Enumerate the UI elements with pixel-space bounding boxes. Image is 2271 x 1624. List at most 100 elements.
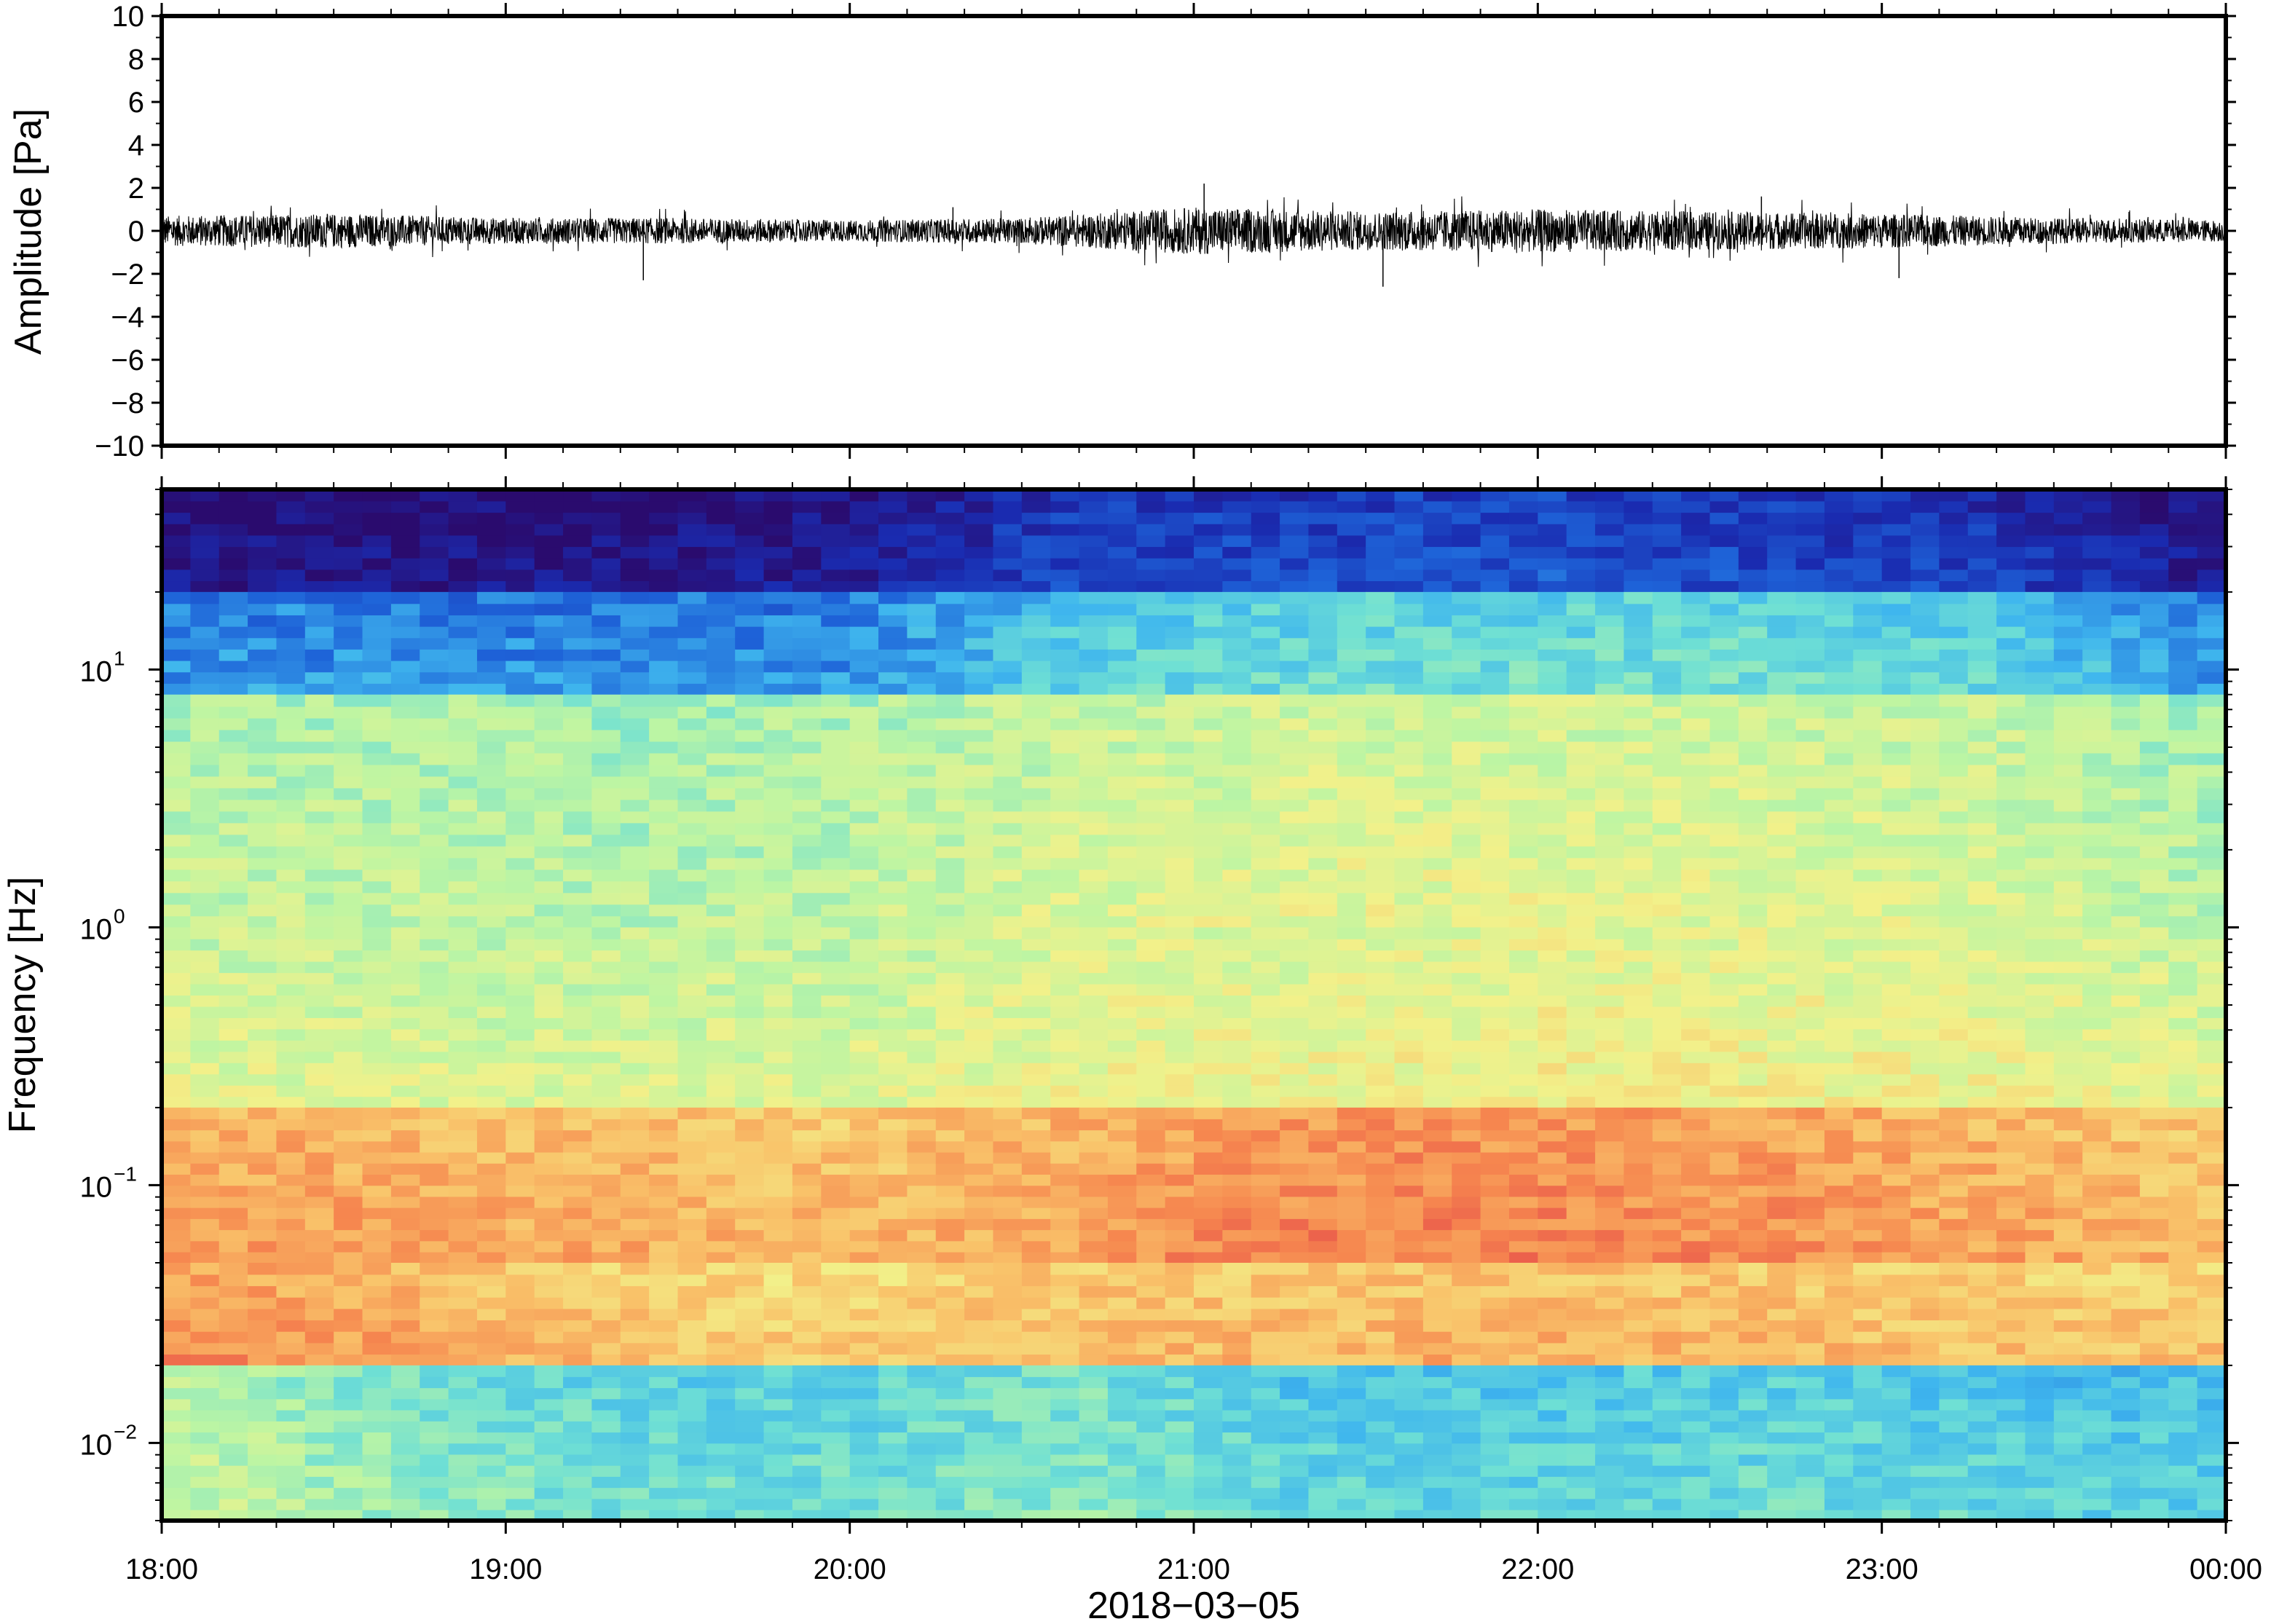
spectrogram-cell (362, 892, 392, 905)
spectrogram-cell (706, 811, 736, 824)
spectrogram-cell (620, 972, 650, 985)
spectrogram-cell (821, 591, 851, 604)
spectrogram-cell (1366, 1084, 1396, 1097)
spectrogram-cell (1795, 512, 1825, 524)
spectrogram-cell (821, 1084, 851, 1097)
spectrogram-cell (1337, 1107, 1366, 1119)
spectrogram-cell (390, 500, 421, 513)
spectrogram-cell (1566, 1040, 1596, 1052)
spectrogram-cell (476, 1084, 507, 1097)
spectrogram-cell (2053, 1218, 2083, 1231)
spectrogram-cell (1366, 1196, 1396, 1208)
spectrogram-cell (1566, 1185, 1596, 1197)
spectrogram-cell (1853, 822, 1883, 835)
spectrogram-cell (2111, 1084, 2141, 1097)
spectrogram-cell (1767, 1073, 1797, 1086)
spectrogram-cell (1709, 950, 1739, 962)
spectrogram-cell (1538, 729, 1567, 742)
spectrogram-cell (563, 1162, 593, 1175)
spectrogram-cell (1194, 1140, 1224, 1153)
spectrogram-cell (2111, 1073, 2141, 1086)
spectrogram-cell (878, 961, 908, 974)
spectrogram-cell (248, 904, 278, 917)
spectrogram-cell (1881, 880, 1911, 894)
spectrogram-cell (1824, 752, 1854, 765)
spectrogram-cell (1939, 1130, 1969, 1142)
spectrogram-cell (219, 1084, 248, 1097)
spectrogram-cell (219, 729, 248, 742)
spectrogram-cell (1795, 1140, 1825, 1153)
spectrogram-cell (993, 512, 1023, 524)
spectrogram-cell (2168, 1096, 2198, 1108)
spectrogram-cell (735, 546, 765, 559)
spectrogram-cell (1107, 717, 1138, 730)
spectrogram-cell (1422, 892, 1453, 905)
spectrogram-cell (1881, 1207, 1911, 1219)
spectrogram-cell (1452, 1040, 1481, 1052)
spectrogram-cell (1251, 626, 1280, 639)
spectrogram-cell (935, 694, 965, 707)
spectrogram-cell (276, 857, 306, 870)
spectrogram-cell (1853, 615, 1883, 627)
spectrogram-cell (821, 857, 851, 870)
spectrogram-cell (2082, 512, 2112, 524)
spectrogram-cell (1881, 1017, 1911, 1030)
spectrogram-cell (1165, 1207, 1194, 1219)
spectrogram-cell (763, 845, 793, 859)
spectrogram-cell (1107, 569, 1138, 582)
spectrogram-cell (304, 489, 334, 502)
spectrogram-cell (304, 671, 334, 684)
spectrogram-cell (1280, 512, 1310, 524)
spectrogram-cell (476, 683, 507, 695)
spectrogram-cell (1996, 1140, 2026, 1153)
spectrogram-cell (1422, 1073, 1453, 1086)
spectrogram-cell (849, 626, 879, 639)
spectrogram-cell (821, 845, 851, 859)
spectrogram-cell (849, 1096, 879, 1108)
spectrogram-cell (821, 776, 851, 789)
spectrogram-cell (505, 580, 535, 593)
spectrogram-cell (420, 615, 449, 627)
spectrogram-cell (1996, 927, 2026, 939)
spectrogram-cell (2025, 995, 2055, 1007)
spectrogram-cell (1021, 603, 1051, 615)
spectrogram-cell (362, 1229, 392, 1242)
spectrogram-cell (649, 787, 679, 800)
spectrogram-cell (706, 1006, 736, 1018)
spectrogram-cell (935, 1174, 965, 1186)
spectrogram-cell (1566, 927, 1596, 939)
spectrogram-cell (1079, 1096, 1109, 1108)
spectrogram-cell (792, 1162, 822, 1175)
spectrogram-cell (706, 950, 736, 962)
spectrogram-cell (1709, 938, 1739, 951)
spectrogram-cell (476, 1119, 507, 1131)
spectrogram-cell (1681, 546, 1711, 559)
spectrogram-cell (878, 523, 908, 536)
spectrogram-cell (2025, 591, 2055, 604)
spectrogram-cell (1165, 799, 1194, 812)
spectrogram-cell (1538, 569, 1567, 582)
spectrogram-cell (1767, 927, 1797, 939)
spectrogram-cell (1452, 1084, 1481, 1097)
spectrogram-cell (1508, 799, 1539, 812)
spectrogram-cell (1595, 626, 1625, 639)
spectrogram-cell (1824, 694, 1854, 707)
spectrogram-cell (792, 1006, 822, 1018)
spectrogram-cell (1050, 591, 1080, 604)
spectrogram-cell (1681, 1028, 1711, 1041)
spectrogram-cell (1308, 764, 1338, 777)
spectrogram-cell (276, 1040, 306, 1052)
spectrogram-cell (1079, 1240, 1109, 1253)
spectrogram-cell (2139, 950, 2170, 962)
spectrogram-cell (334, 764, 363, 777)
spectrogram-cell (2139, 995, 2170, 1007)
spectrogram-cell (706, 1040, 736, 1052)
spectrogram-cell (362, 512, 392, 524)
spectrogram-cell (1251, 1119, 1280, 1131)
spectrogram-cell (649, 892, 679, 905)
spectrogram-cell (2082, 869, 2112, 882)
spectrogram-cell (534, 1162, 564, 1175)
spectrogram-cell (420, 717, 449, 730)
spectrogram-cell (1480, 938, 1510, 951)
spectrogram-cell (649, 1096, 679, 1108)
